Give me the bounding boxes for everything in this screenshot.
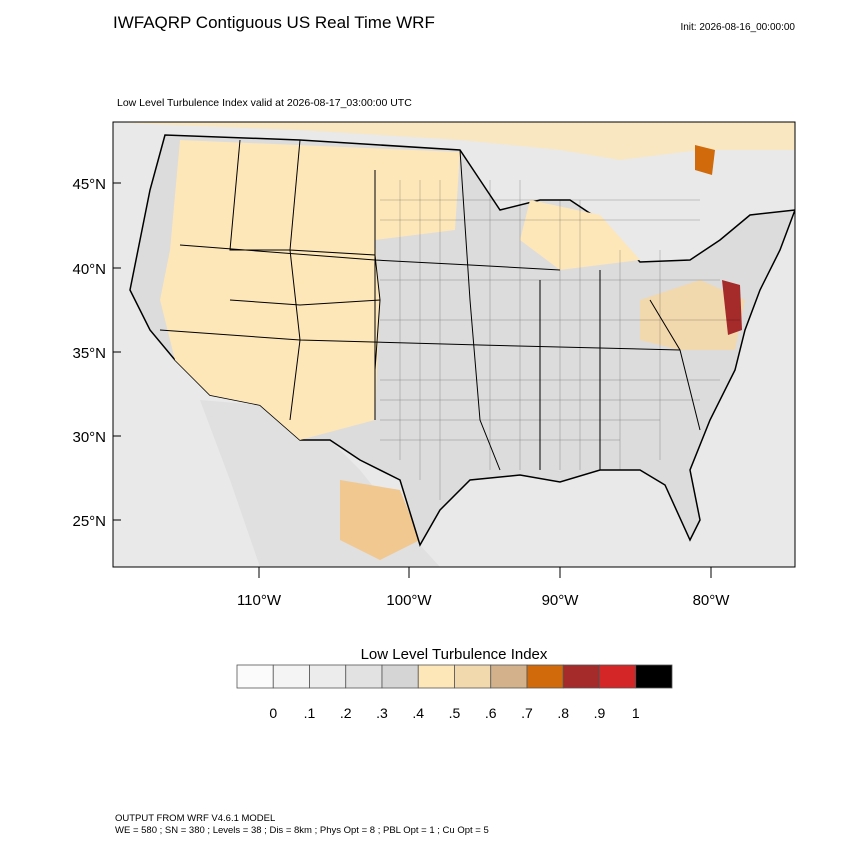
- footer-line: WE = 580 ; SN = 380 ; Levels = 38 ; Dis …: [115, 825, 489, 836]
- quebec-peak: [695, 145, 715, 175]
- footer-line: OUTPUT FROM WRF V4.6.1 MODEL: [115, 813, 275, 824]
- colorbar-label: .8: [557, 705, 569, 721]
- colorbar-box: [562, 664, 600, 689]
- colorbar: 0 .1 .2 .3 .4 .5 .6 .7 .8 .9 1: [236, 664, 673, 721]
- lon-label: 80°W: [693, 592, 731, 609]
- colorbar-label: .7: [521, 705, 533, 721]
- colorbar-box: [345, 664, 383, 689]
- canada-field: [113, 122, 795, 160]
- colorbar-label: .2: [340, 705, 352, 721]
- colorbar-label: .9: [594, 705, 606, 721]
- chesapeake-peak: [722, 280, 742, 335]
- lon-label: 100°W: [386, 592, 432, 609]
- colorbar-box: [454, 664, 492, 689]
- lat-label: 40°N: [72, 261, 106, 278]
- colorbar-label: .6: [485, 705, 497, 721]
- lon-label: 90°W: [542, 592, 580, 609]
- init-time: Init: 2026-08-16_00:00:00: [680, 22, 795, 33]
- colorbar-box: [272, 664, 310, 689]
- lat-label: 25°N: [72, 513, 106, 530]
- colorbar-label: .3: [376, 705, 388, 721]
- county-lines: [380, 180, 740, 500]
- colorbar-box: [490, 664, 528, 689]
- colorbar-box: [381, 664, 419, 689]
- colorbar-box: [417, 664, 455, 689]
- mid-atlantic-field: [640, 280, 745, 350]
- colorbar-box: [526, 664, 564, 689]
- colorbar-box: [236, 664, 274, 689]
- colorbar-box: [309, 664, 347, 689]
- lat-label: 35°N: [72, 345, 106, 362]
- colorbar-label: .4: [412, 705, 424, 721]
- title: IWFAQRP Contiguous US Real Time WRF: [113, 13, 435, 32]
- state-lines: [159, 139, 701, 471]
- west-field: [160, 140, 460, 440]
- colorbar-label: 1: [632, 705, 640, 721]
- colorbar-label: .1: [304, 705, 316, 721]
- lon-label: 110°W: [237, 592, 282, 609]
- colorbar-label: 0: [269, 705, 277, 721]
- colorbar-box: [599, 664, 637, 689]
- subtitle: Low Level Turbulence Index valid at 2026…: [117, 97, 412, 109]
- mexico-high: [340, 480, 420, 560]
- colorbar-title: Low Level Turbulence Index: [361, 646, 548, 663]
- lat-label: 45°N: [72, 176, 106, 193]
- lat-label: 30°N: [72, 429, 106, 446]
- map: [112, 121, 796, 568]
- colorbar-box: [635, 664, 673, 689]
- map-frame: [112, 121, 796, 568]
- colorbar-label: .5: [449, 705, 461, 721]
- axes: 45°N 40°N 35°N 30°N 25°N 110°W 100°W 90°W 80°W: [72, 176, 730, 609]
